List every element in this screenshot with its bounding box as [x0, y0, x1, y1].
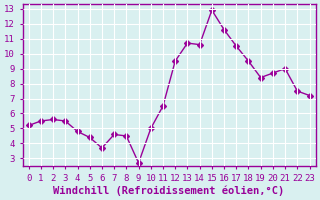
X-axis label: Windchill (Refroidissement éolien,°C): Windchill (Refroidissement éolien,°C) — [53, 185, 285, 196]
